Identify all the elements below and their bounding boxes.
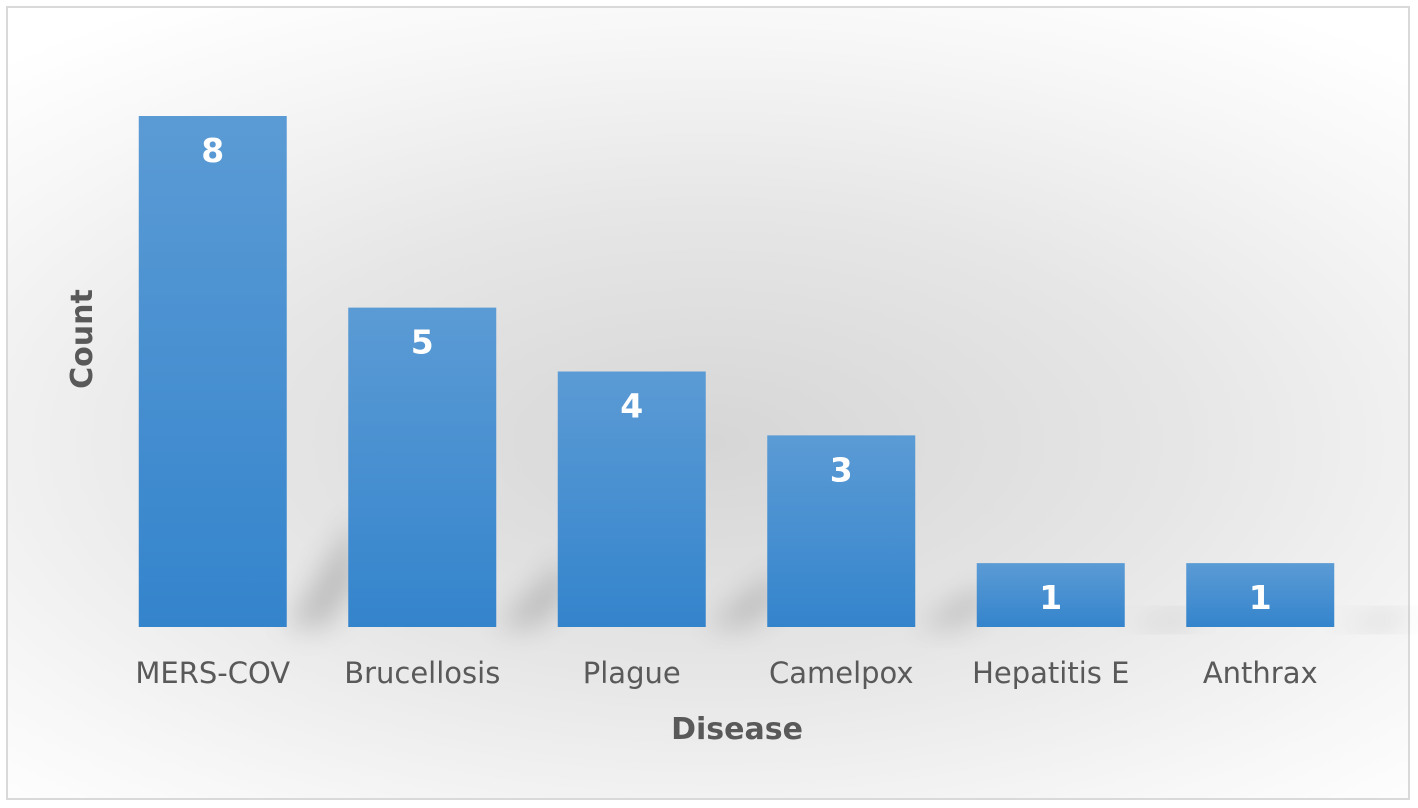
bar-shadow xyxy=(496,556,567,627)
data-labels: 8 5 4 3 1 1 xyxy=(201,131,1271,617)
bar xyxy=(1186,563,1335,627)
x-tick-label: Anthrax xyxy=(1203,656,1318,690)
x-tick-label: Camelpox xyxy=(769,656,914,690)
bar-data-label: 3 xyxy=(830,450,853,489)
bar xyxy=(138,116,287,627)
x-tick-label: Brucellosis xyxy=(344,656,500,690)
x-tick-label: Hepatitis E xyxy=(972,656,1129,690)
bar-data-label: 4 xyxy=(620,387,643,426)
x-axis-tick-labels: MERS-COV Brucellosis Plague Camelpox Hepatit… xyxy=(135,656,1317,690)
y-axis-title: Count xyxy=(65,289,100,389)
bars xyxy=(138,116,1335,627)
x-tick-label: Plague xyxy=(583,656,681,690)
bar xyxy=(348,307,497,627)
bar-shadow xyxy=(705,570,776,627)
bar xyxy=(976,563,1125,627)
bar-data-label: 5 xyxy=(411,323,434,362)
bar-shadow xyxy=(915,584,986,627)
bar xyxy=(557,371,706,627)
bar-data-label: 1 xyxy=(1249,578,1272,617)
x-axis-title: Disease xyxy=(671,712,803,747)
bar xyxy=(767,435,916,627)
bar-shadow xyxy=(1334,612,1405,627)
x-tick-label: MERS-COV xyxy=(135,656,290,690)
bar-shadow xyxy=(1124,612,1195,627)
bar-shadows xyxy=(286,514,1405,627)
bar-data-label: 8 xyxy=(201,131,224,170)
bar-data-label: 1 xyxy=(1039,578,1062,617)
bar-shadow xyxy=(286,514,357,627)
